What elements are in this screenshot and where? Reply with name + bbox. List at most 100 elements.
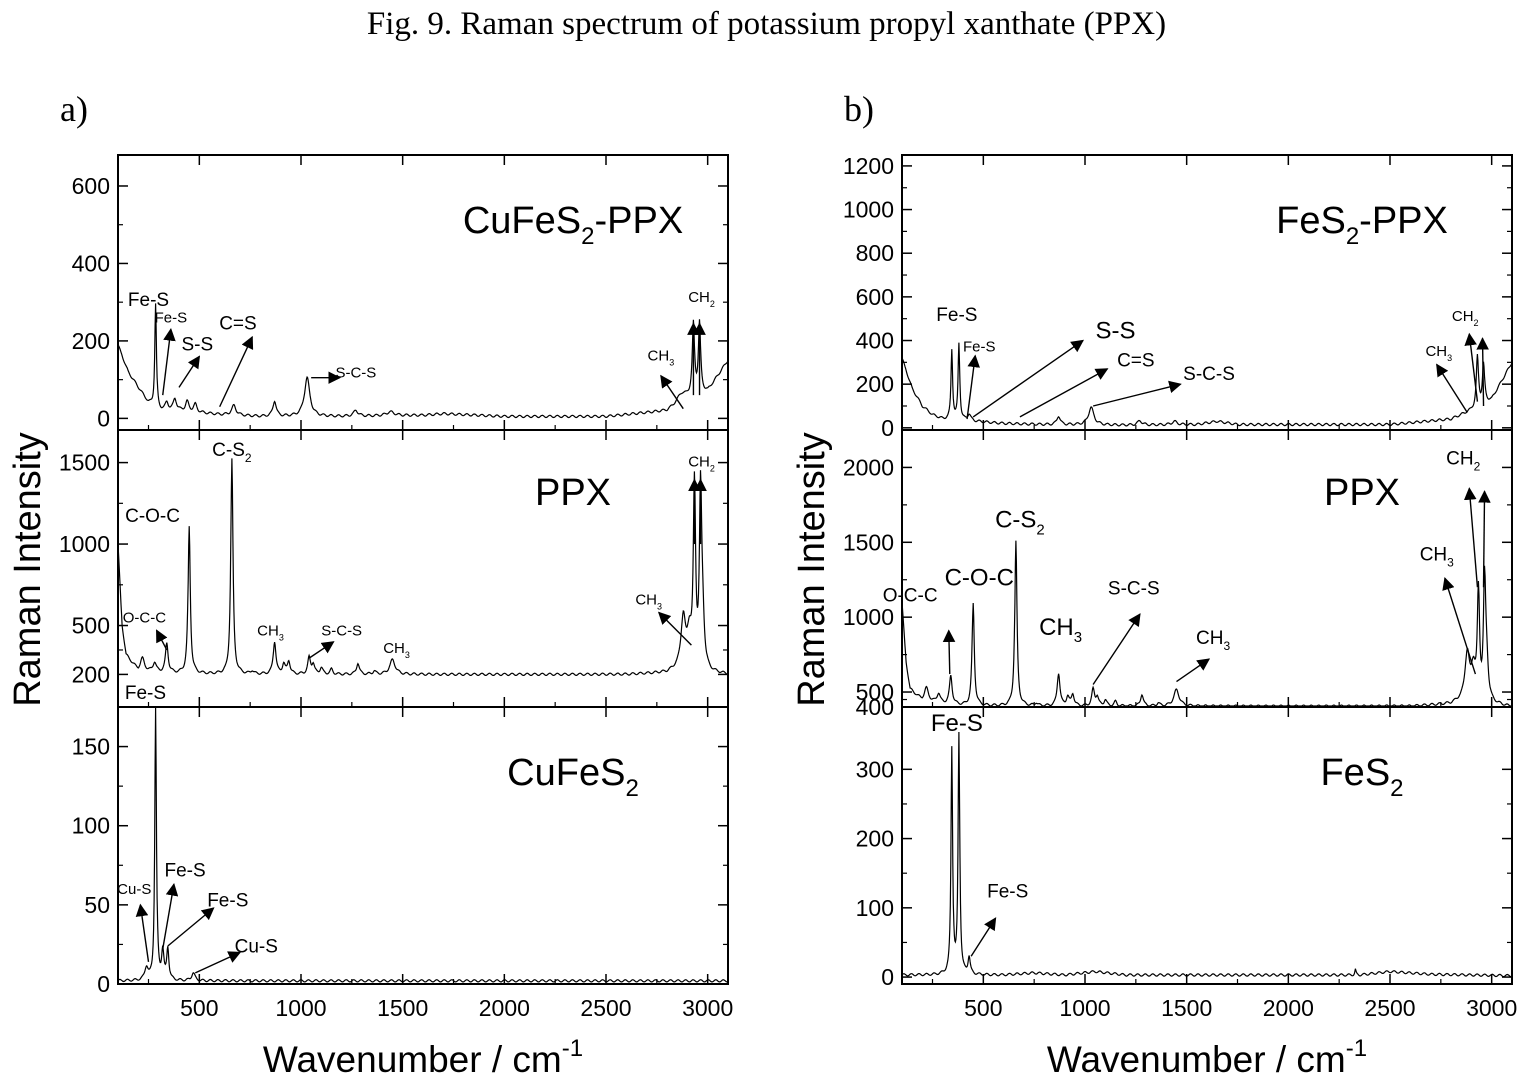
subplot-cufes2-ppx: 0 200 400 600 CuFeS2-PPX Fe-SFe-S S-S C=S S-C-S C… xyxy=(72,154,729,431)
annotation-fe-s: Fe-S xyxy=(155,309,188,326)
spectrum-line-cufes2-ppx xyxy=(117,303,729,419)
y-tick-label: 500 xyxy=(856,679,894,705)
annotation-fe-s: Fe-S xyxy=(165,860,206,881)
annotation-arrow xyxy=(194,951,242,974)
annotation-arrow xyxy=(162,883,179,950)
sample-label: PPX xyxy=(535,472,611,514)
annotation-ch: CH2 xyxy=(688,454,715,474)
annotation-arrow xyxy=(1019,368,1109,418)
annotation-c-s: C=S xyxy=(219,313,257,334)
y-axis-title: Raman Intensity xyxy=(791,432,833,707)
annotation-fe-s: Fe-S xyxy=(963,338,996,355)
y-tick-label: 0 xyxy=(97,971,110,997)
annotation-arrow xyxy=(657,611,692,646)
annotation-arrow xyxy=(156,629,168,651)
annotation-s-c-s: S-C-S xyxy=(1183,364,1235,385)
y-tick-label: 1000 xyxy=(59,531,110,557)
annotation-ch: CH3 xyxy=(383,640,410,660)
y-tick-label: 1200 xyxy=(843,153,894,179)
y-tick-label: 0 xyxy=(881,964,894,990)
x-axis-title: Wavenumber / cm-1 xyxy=(1047,1035,1367,1075)
spectrum-line-fes2 xyxy=(901,731,1513,978)
x-tick-label: 2000 xyxy=(1263,995,1314,1021)
panel-label-b: b) xyxy=(844,89,874,129)
annotation-ch: CH3 xyxy=(635,591,662,611)
annotation-arrow xyxy=(219,335,254,408)
annotation-arrow xyxy=(167,907,215,947)
x-tick-label: 3000 xyxy=(682,995,733,1021)
annotation-ch: CH2 xyxy=(688,289,715,309)
x-tick-label: 2500 xyxy=(580,995,631,1021)
annotation-s-s: S-S xyxy=(1095,317,1135,344)
spectrum-line-cufes2 xyxy=(117,707,729,983)
y-tick-label: 600 xyxy=(72,173,110,199)
y-tick-label: 1500 xyxy=(843,529,894,555)
annotation-ch: CH3 xyxy=(1196,628,1230,653)
annotation-arrow xyxy=(1476,337,1489,407)
y-tick-label: 400 xyxy=(856,328,894,354)
sample-label: FeS2-PPX xyxy=(1276,200,1448,250)
annotation-arrow xyxy=(1442,577,1477,675)
x-tick-label: 1500 xyxy=(377,995,428,1021)
sample-label: CuFeS2-PPX xyxy=(463,200,683,250)
y-tick-label: 200 xyxy=(856,826,894,852)
y-tick-label: 100 xyxy=(856,895,894,921)
x-tick-label: 500 xyxy=(180,995,218,1021)
annotation-c-s: C-S2 xyxy=(995,506,1045,538)
annotation-arrow xyxy=(942,629,956,675)
x-tick-label: 1000 xyxy=(1059,995,1110,1021)
annotation-arrow xyxy=(966,354,981,420)
annotation-arrow xyxy=(162,328,176,396)
annotation-arrow xyxy=(970,917,997,957)
sample-label: FeS2 xyxy=(1320,752,1403,802)
annotation-s-s: S-S xyxy=(181,335,213,356)
y-tick-label: 400 xyxy=(72,250,110,276)
y-tick-label: 1000 xyxy=(843,604,894,630)
y-tick-label: 500 xyxy=(72,613,110,639)
x-tick-label: 2500 xyxy=(1364,995,1415,1021)
y-tick-label: 50 xyxy=(84,892,110,918)
annotation-ch: CH2 xyxy=(1446,448,1480,473)
x-tick-label: 1500 xyxy=(1161,995,1212,1021)
annotation-cu-s: Cu-S xyxy=(117,881,151,898)
sample-label: PPX xyxy=(1324,472,1400,514)
annotation-arrow xyxy=(308,641,335,659)
y-tick-label: 2000 xyxy=(843,454,894,480)
y-tick-label: 1500 xyxy=(59,450,110,476)
x-tick-label: 3000 xyxy=(1466,995,1517,1021)
annotation-ch: CH3 xyxy=(1425,343,1452,363)
subplot-frame xyxy=(117,706,729,985)
x-tick-label: 2000 xyxy=(479,995,530,1021)
annotation-fe-s: Fe-S xyxy=(207,890,248,911)
annotation-c-s: C=S xyxy=(1117,351,1155,372)
annotation-c-o-c: C-O-C xyxy=(945,565,1014,592)
panel-a: 0200400600CuFeS2-PPXFe-SFe-SS-SC=SS-C-SC… xyxy=(7,154,733,1075)
annotation-fe-s: Fe-S xyxy=(936,305,977,326)
annotation-ch: CH3 xyxy=(648,347,675,367)
y-tick-label: 0 xyxy=(881,415,894,441)
y-tick-label: 200 xyxy=(72,661,110,687)
annotation-arrow xyxy=(1436,363,1468,413)
figure-title: Fig. 9. Raman spectrum of potassium prop… xyxy=(366,6,1167,42)
annotation-ch: CH3 xyxy=(1039,614,1082,646)
annotation-fe-s: Fe-S xyxy=(125,683,166,704)
annotation-s-c-s: S-C-S xyxy=(335,365,376,382)
subplot-fes2-ppx: 0 200 400 600 800 1000 1200 FeS2-PPX Fe-S Fe-S S-S… xyxy=(843,153,1513,441)
sample-label: CuFeS2 xyxy=(507,752,639,802)
annotation-ch: CH3 xyxy=(1420,544,1454,569)
x-tick-label: 1000 xyxy=(275,995,326,1021)
annotation-o-c-c: O-C-C xyxy=(123,609,166,626)
spectrum-line-ppx xyxy=(901,540,1512,707)
annotation-arrow xyxy=(1463,487,1479,588)
y-tick-label: 800 xyxy=(856,240,894,266)
annotation-c-s: C-S2 xyxy=(212,440,252,465)
spectrum-line-ppx xyxy=(117,458,729,677)
y-tick-label: 1000 xyxy=(843,197,894,223)
y-tick-label: 0 xyxy=(97,405,110,431)
annotation-o-c-c: O-C-C xyxy=(883,585,938,606)
annotation-fe-s: Fe-S xyxy=(987,881,1028,902)
annotation-arrow xyxy=(1464,332,1479,402)
annotation-fe-s: Fe-S xyxy=(931,710,983,737)
